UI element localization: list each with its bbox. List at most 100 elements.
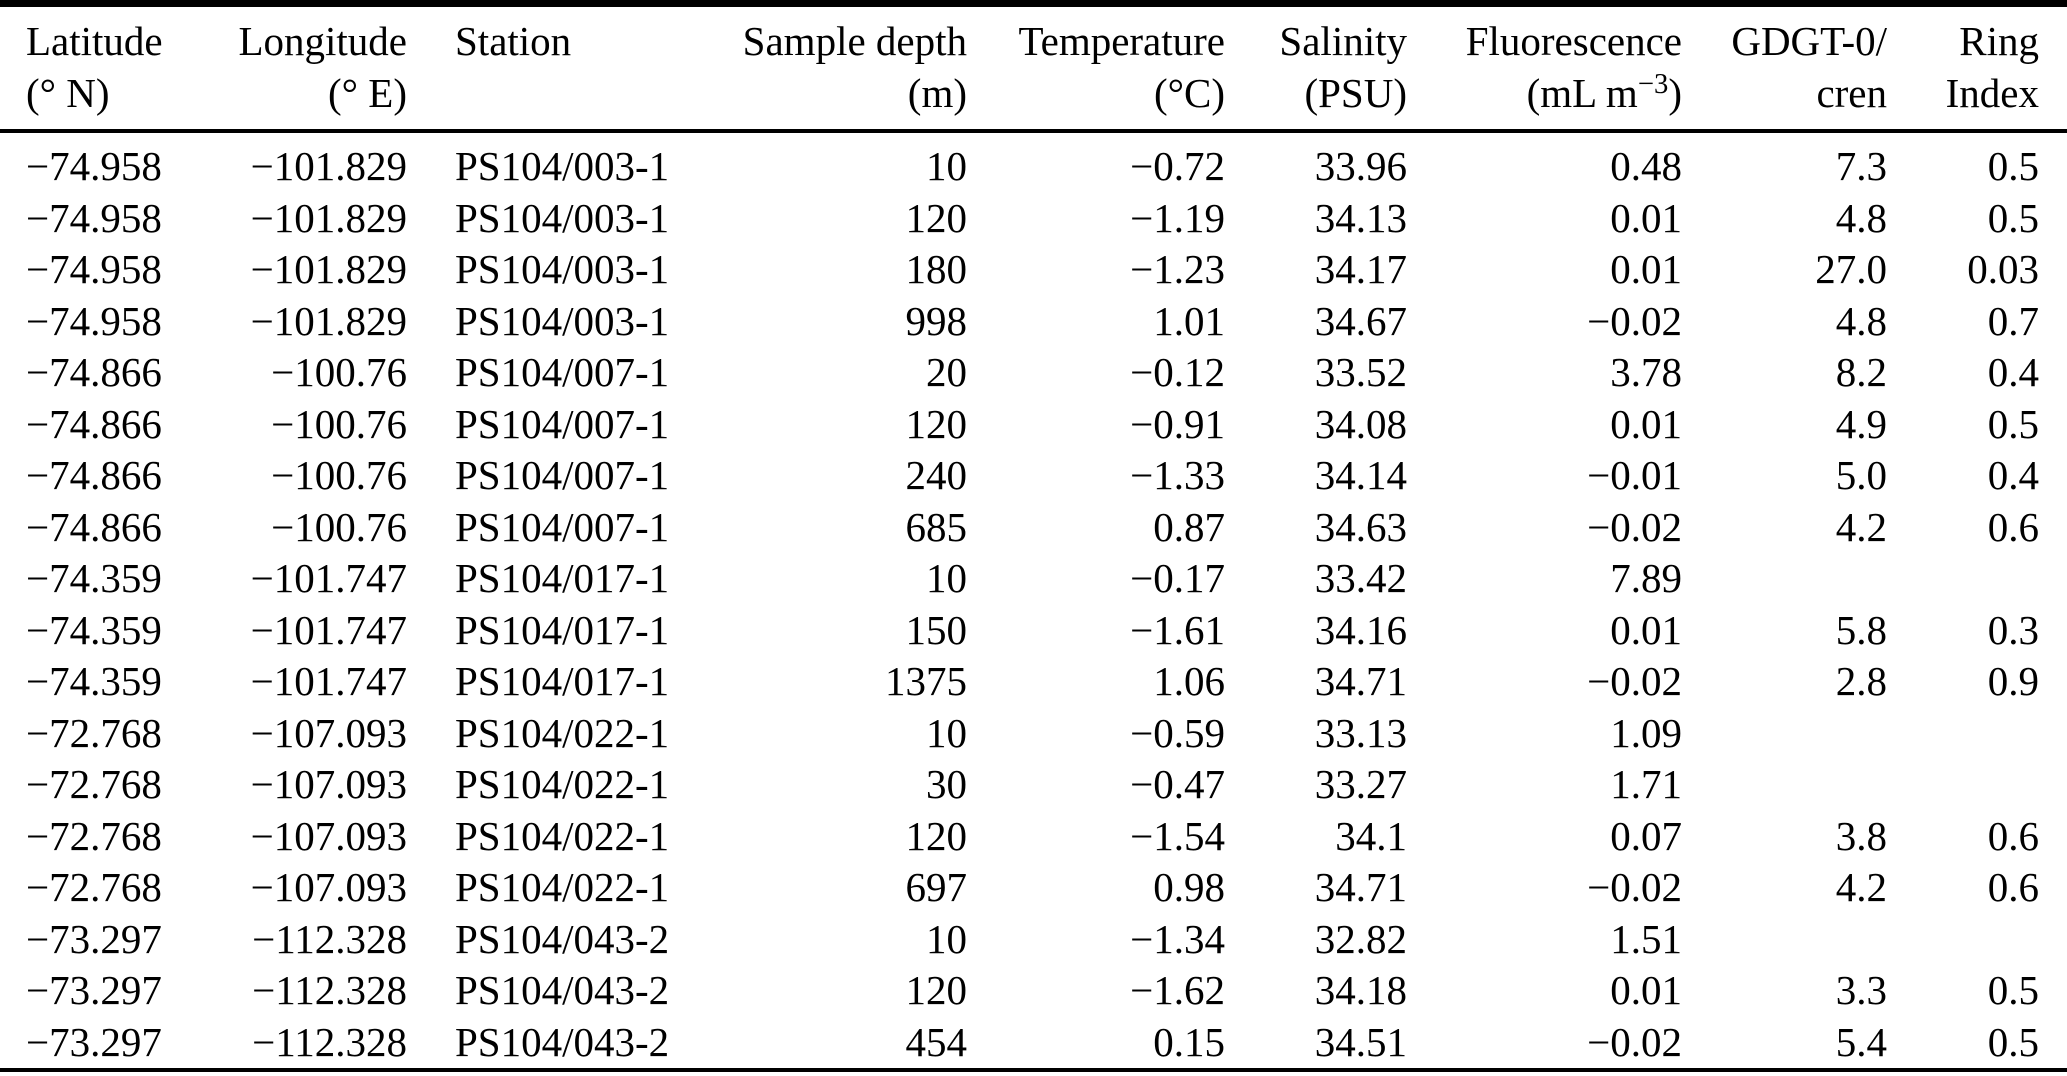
cell-gdgt0-cren: 7.3 (1835, 143, 1887, 189)
cell-sample-depth: 20 (926, 349, 967, 395)
cell-fluorescence: −0.02 (1587, 1018, 1682, 1065)
cell-sample-depth: 10 (926, 555, 967, 601)
cell-longitude: −107.093 (250, 864, 407, 910)
cell-sample-depth: 30 (926, 761, 967, 807)
cell-station: PS104/022-1 (455, 812, 670, 859)
cell-fluorescence: 7.89 (1610, 555, 1682, 601)
cell-temperature: −1.54 (1130, 812, 1225, 859)
cell-temperature: −1.33 (1130, 452, 1225, 498)
cell-temperature: 0.98 (1153, 864, 1225, 910)
cell-temperature: −0.47 (1130, 761, 1225, 807)
header-label: GDGT-0/ (1731, 18, 1887, 64)
cell-ring-index: 0.5 (1987, 1018, 2039, 1065)
cell-salinity: 34.18 (1314, 967, 1407, 1013)
cell-fluorescence: −0.01 (1587, 452, 1682, 498)
cell-latitude: −72.768 (26, 812, 162, 859)
cell-latitude: −74.866 (26, 400, 162, 447)
table-row: −74.958 −101.829 PS104/003-1 180 −1.23 34.17 0… (0, 244, 2067, 296)
cell-fluorescence: 1.51 (1610, 915, 1682, 962)
cell-station: PS104/003-1 (455, 143, 670, 189)
cell-fluorescence: 1.71 (1610, 761, 1682, 807)
cell-ring-index (1887, 708, 2067, 760)
table-row: −74.359 −101.747 PS104/017-1 150 −1.61 34.16 0… (0, 605, 2067, 657)
cell-salinity: 34.16 (1314, 606, 1407, 653)
cell-temperature: −1.62 (1130, 967, 1225, 1013)
cell-sample-depth: 454 (905, 1018, 968, 1065)
cell-station: PS104/007-1 (455, 452, 670, 498)
cell-ring-index: 0.9 (1987, 658, 2039, 704)
cell-temperature: −1.34 (1130, 915, 1225, 962)
cell-ring-index: 0.5 (1987, 967, 2039, 1013)
col-header-salinity: Salinity (PSU) (1225, 4, 1407, 132)
cell-salinity: 33.27 (1314, 761, 1407, 807)
cell-gdgt0-cren: 5.8 (1835, 606, 1887, 653)
cell-sample-depth: 120 (905, 194, 968, 241)
cell-sample-depth: 697 (905, 864, 968, 910)
cell-ring-index: 0.5 (1987, 194, 2039, 241)
header-label: Salinity (1279, 18, 1407, 64)
cell-fluorescence: 0.01 (1610, 400, 1682, 447)
cell-latitude: −74.958 (26, 297, 162, 344)
header-label: Sample depth (742, 18, 967, 64)
cell-longitude: −100.76 (271, 452, 407, 498)
cell-longitude: −100.76 (271, 400, 407, 447)
cell-fluorescence: 0.01 (1610, 194, 1682, 241)
cell-longitude: −107.093 (250, 812, 407, 859)
cell-station: PS104/003-1 (455, 297, 670, 344)
header-unit: (m) (907, 70, 967, 116)
cell-longitude: −101.747 (250, 606, 407, 653)
cell-gdgt0-cren: 27.0 (1815, 246, 1887, 292)
cell-station: PS104/043-2 (455, 967, 670, 1013)
cell-temperature: −0.12 (1130, 349, 1225, 395)
cell-gdgt0-cren: 4.2 (1835, 503, 1887, 550)
cell-longitude: −112.328 (252, 1018, 407, 1065)
header-label: Ring (1959, 18, 2039, 64)
cell-latitude: −74.359 (26, 555, 162, 601)
table-row: −74.958 −101.829 PS104/003-1 120 −1.19 34.13 0… (0, 193, 2067, 245)
cell-gdgt0-cren: 5.0 (1835, 452, 1887, 498)
cell-temperature: −0.72 (1130, 143, 1225, 189)
cell-latitude: −74.866 (26, 349, 162, 395)
cell-temperature: −1.23 (1130, 246, 1225, 292)
cell-salinity: 34.17 (1314, 246, 1407, 292)
cell-latitude: −72.768 (26, 864, 162, 910)
cell-fluorescence: −0.02 (1587, 658, 1682, 704)
cell-latitude: −74.359 (26, 658, 162, 704)
cell-gdgt0-cren (1682, 759, 1887, 811)
header-unit: (PSU) (1304, 70, 1407, 116)
cell-sample-depth: 120 (905, 400, 968, 447)
col-header-latitude: Latitude (° N) (0, 4, 190, 132)
cell-longitude: −107.093 (250, 709, 407, 756)
cell-sample-depth: 120 (905, 812, 968, 859)
cell-gdgt0-cren: 4.9 (1835, 400, 1887, 447)
cell-latitude: −74.866 (26, 503, 162, 550)
cell-latitude: −74.958 (26, 194, 162, 241)
cell-longitude: −100.76 (271, 503, 407, 550)
table-row: −74.866 −100.76 PS104/007-1 20 −0.12 33.52 3.7… (0, 347, 2067, 399)
unit-superscript: −3 (1637, 67, 1669, 100)
table-row: −72.768 −107.093 PS104/022-1 30 −0.47 33.27 1.… (0, 759, 2067, 811)
cell-latitude: −74.866 (26, 452, 162, 498)
cell-latitude: −72.768 (26, 761, 162, 807)
cell-salinity: 34.1 (1335, 812, 1407, 859)
table-row: −73.297 −112.328 PS104/043-2 454 0.15 34.51 −0… (0, 1017, 2067, 1071)
cell-station: PS104/022-1 (455, 709, 670, 756)
cell-salinity: 34.14 (1314, 452, 1407, 498)
header-unit: Index (1945, 70, 2039, 116)
cell-salinity: 34.71 (1314, 658, 1407, 704)
table-row: −74.866 −100.76 PS104/007-1 240 −1.33 34.14 −0… (0, 450, 2067, 502)
table-row: −74.958 −101.829 PS104/003-1 10 −0.72 33.96 0.… (0, 131, 2067, 193)
table-row: −74.958 −101.829 PS104/003-1 998 1.01 34.67 −0… (0, 296, 2067, 348)
cell-ring-index (1887, 759, 2067, 811)
cell-salinity: 34.51 (1314, 1018, 1407, 1065)
header-row: Latitude (° N) Longitude (° E) Station S… (0, 4, 2067, 132)
cell-sample-depth: 10 (926, 143, 967, 189)
cell-salinity: 33.96 (1314, 143, 1407, 189)
cell-latitude: −74.958 (26, 143, 162, 189)
cell-latitude: −73.297 (26, 967, 162, 1013)
cell-salinity: 33.13 (1314, 709, 1407, 756)
cell-ring-index: 0.4 (1987, 349, 2039, 395)
table-row: −72.768 −107.093 PS104/022-1 10 −0.59 33.13 1.… (0, 708, 2067, 760)
cell-latitude: −73.297 (26, 1018, 162, 1065)
cell-gdgt0-cren: 3.3 (1835, 967, 1887, 1013)
